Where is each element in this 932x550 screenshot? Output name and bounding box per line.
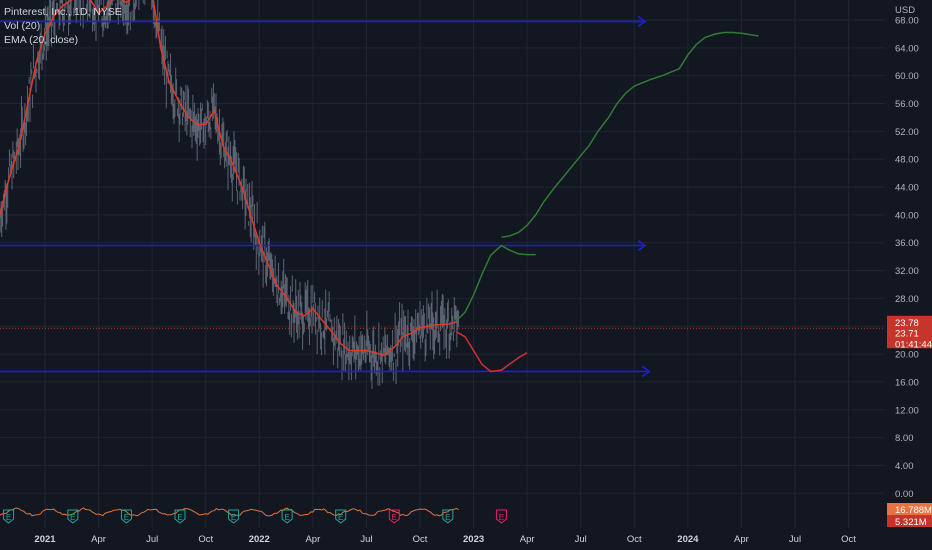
x-tick-label: Oct (841, 534, 856, 545)
earnings-marker[interactable] (228, 509, 240, 524)
level-arrow-icon (637, 239, 647, 252)
earnings-marker-label: E (231, 513, 236, 522)
symbol-title[interactable]: Pinterest, Inc., 1D, NYSE (4, 6, 122, 18)
earnings-marker-label: E (338, 513, 343, 522)
volume-last-tag-text: 16.788M (895, 505, 932, 516)
current-price-tag-text: 01:41:44 (895, 339, 932, 350)
y-tick-label: 0.00 (895, 489, 914, 500)
current-price-tag (887, 326, 932, 349)
y-tick-label: 68.00 (895, 16, 919, 27)
currency-label: USD (895, 5, 915, 16)
x-tick-label: 2021 (34, 534, 56, 545)
earnings-marker[interactable] (335, 509, 347, 524)
projection-paths[interactable] (455, 31, 759, 373)
bullish-projection-path[interactable] (501, 31, 759, 238)
y-tick-label: 48.00 (895, 155, 919, 166)
grid-lines (0, 0, 885, 528)
volume-line (0, 507, 459, 517)
y-tick-label: 56.00 (895, 99, 919, 110)
earnings-marker[interactable] (120, 509, 132, 524)
volume-avg-tag (887, 515, 932, 527)
earnings-marker[interactable] (442, 509, 454, 524)
earnings-marker-negative[interactable] (388, 509, 400, 524)
bullish-projection-path[interactable] (455, 244, 536, 322)
x-tick-label: Jul (575, 534, 587, 545)
x-tick-label: Apr (734, 534, 749, 545)
x-tick-label: Apr (520, 534, 535, 545)
x-tick-label: Jul (360, 534, 372, 545)
earnings-markers[interactable]: E E E E E E E EE E (3, 509, 507, 524)
volume-last-tag (887, 503, 932, 515)
volume-avg-tag-text: 5.321M (895, 517, 927, 528)
x-tick-label: Oct (198, 534, 213, 545)
earnings-marker-label: E (445, 513, 450, 522)
earnings-marker[interactable] (67, 509, 79, 524)
x-tick-label: Oct (627, 534, 642, 545)
chart-legend: Pinterest, Inc., 1D, NYSE Vol (20) EMA (… (4, 5, 122, 47)
earnings-marker-label: E (124, 513, 129, 522)
y-tick-label: 40.00 (895, 210, 919, 221)
volume-indicator-label[interactable]: Vol (20) (4, 20, 41, 32)
earnings-marker-label: E (177, 513, 182, 522)
earnings-marker-upcoming-label: E (499, 513, 504, 522)
earnings-marker-negative-label: E (392, 513, 397, 522)
earnings-marker-label: E (284, 513, 289, 522)
earnings-marker[interactable] (3, 509, 15, 524)
ema-series-line (0, 0, 457, 357)
y-tick-label: 52.00 (895, 127, 919, 138)
level-arrow-icon (637, 15, 647, 28)
prev-close-tag-text: 23.78 (895, 318, 919, 329)
y-tick-label: 44.00 (895, 183, 919, 194)
x-tick-label: Jul (789, 534, 801, 545)
y-tick-label: 28.00 (895, 294, 919, 305)
x-tick-label: 2024 (677, 534, 699, 545)
y-tick-label: 8.00 (895, 433, 914, 444)
earnings-marker-upcoming[interactable] (495, 509, 507, 524)
x-tick-label: Oct (413, 534, 428, 545)
volume-pane (0, 507, 459, 517)
x-tick-label: Jul (146, 534, 158, 545)
bearish-projection-path[interactable] (456, 331, 528, 373)
y-tick-label: 4.00 (895, 461, 914, 472)
earnings-marker-label: E (70, 513, 75, 522)
earnings-marker-label: E (6, 513, 11, 522)
y-tick-label: 12.00 (895, 405, 919, 416)
ema-indicator-label[interactable]: EMA (20, close) (4, 34, 79, 46)
horizontal-levels[interactable] (0, 15, 651, 378)
x-tick-label: Apr (305, 534, 320, 545)
x-tick-label: 2023 (463, 534, 484, 545)
y-tick-label: 60.00 (895, 71, 919, 82)
y-tick-label: 36.00 (895, 238, 919, 249)
earnings-marker[interactable] (281, 509, 293, 524)
ema-line (0, 0, 457, 357)
y-tick-label: 64.00 (895, 43, 919, 54)
y-tick-label: 16.00 (895, 377, 919, 388)
y-tick-label: 32.00 (895, 266, 919, 277)
prev-close-tag (887, 315, 932, 328)
current-price-tag-text: 23.71 (895, 328, 919, 339)
x-tick-label: 2022 (249, 534, 270, 545)
earnings-marker[interactable] (174, 509, 186, 524)
level-arrow-icon (641, 365, 651, 378)
time-axis[interactable]: 2021 Apr Jul Oct 2022 Apr Jul Oct 2023 Apr Jul Oct 2… (34, 534, 856, 545)
y-tick-label: 20.00 (895, 350, 919, 361)
x-tick-label: Apr (91, 534, 106, 545)
